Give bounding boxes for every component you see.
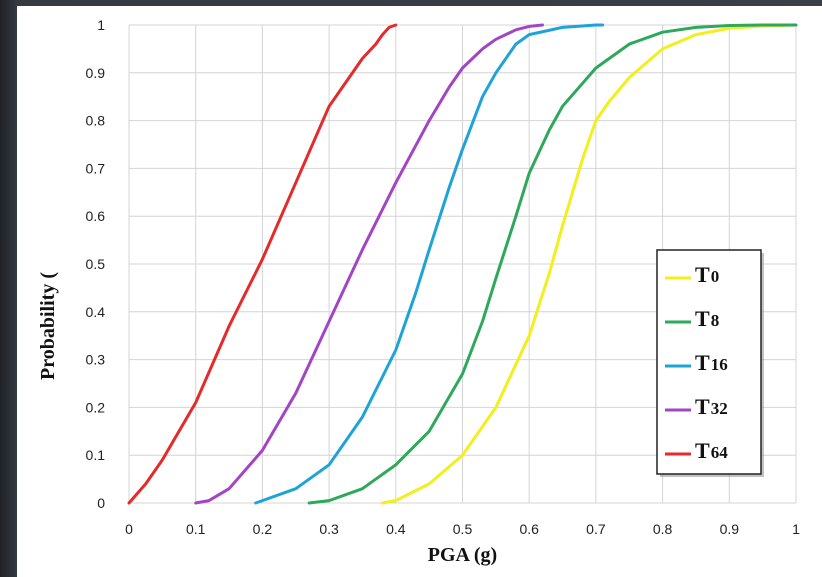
- y-tick-label: 1: [97, 17, 105, 33]
- y-tick-label: 0.8: [86, 113, 106, 129]
- legend-label-t32: T32: [695, 394, 728, 419]
- y-tick-label: 0.1: [86, 447, 106, 463]
- x-tick-label: 0.2: [253, 521, 273, 537]
- series-line-t0: [381, 23, 798, 505]
- y-tick-label: 0.4: [86, 304, 106, 320]
- legend: T0 T8 T16 T32 T64: [656, 249, 764, 477]
- x-tick-label: 1: [792, 521, 800, 537]
- series-line-t32: [194, 23, 544, 505]
- y-tick-label: 0.6: [86, 208, 106, 224]
- y-tick-label: 0.2: [86, 399, 106, 415]
- y-tick-label: 0.3: [86, 352, 106, 368]
- legend-label-t16: T16: [695, 350, 728, 375]
- y-tick-label: 0.9: [86, 65, 106, 81]
- y-axis-title: Probability (: [37, 272, 59, 380]
- legend-label-t8: T8: [695, 306, 719, 331]
- y-tick-labels: 0 0.1 0.2 0.3 0.4 0.5 0.6 0.7 0.8 0.9 1: [86, 17, 106, 511]
- x-tick-labels: 0 0.1 0.2 0.3 0.4 0.5 0.6 0.7 0.8 0.9 1: [125, 521, 800, 537]
- x-tick-label: 0.5: [453, 521, 473, 537]
- y-tick-label: 0.7: [86, 160, 106, 176]
- x-tick-label: 0: [125, 521, 133, 537]
- x-axis-title: PGA (g): [428, 544, 497, 566]
- x-tick-label: 0.6: [519, 521, 539, 537]
- series-line-t64: [127, 23, 398, 505]
- legend-label-t0: T0: [695, 262, 719, 287]
- x-tick-label: 0.9: [720, 521, 740, 537]
- x-tick-label: 0.7: [586, 521, 606, 537]
- x-tick-label: 0.3: [319, 521, 339, 537]
- series-line-t8: [307, 23, 798, 505]
- legend-label-t64: T64: [695, 438, 728, 463]
- series-layer: [127, 23, 798, 505]
- x-tick-label: 0.8: [653, 521, 673, 537]
- y-tick-label: 0.5: [86, 256, 106, 272]
- x-tick-label: 0.4: [386, 521, 406, 537]
- y-tick-label: 0: [97, 495, 105, 511]
- series-line-t16: [254, 23, 605, 505]
- legend-box: [656, 249, 762, 475]
- x-tick-label: 0.1: [186, 521, 206, 537]
